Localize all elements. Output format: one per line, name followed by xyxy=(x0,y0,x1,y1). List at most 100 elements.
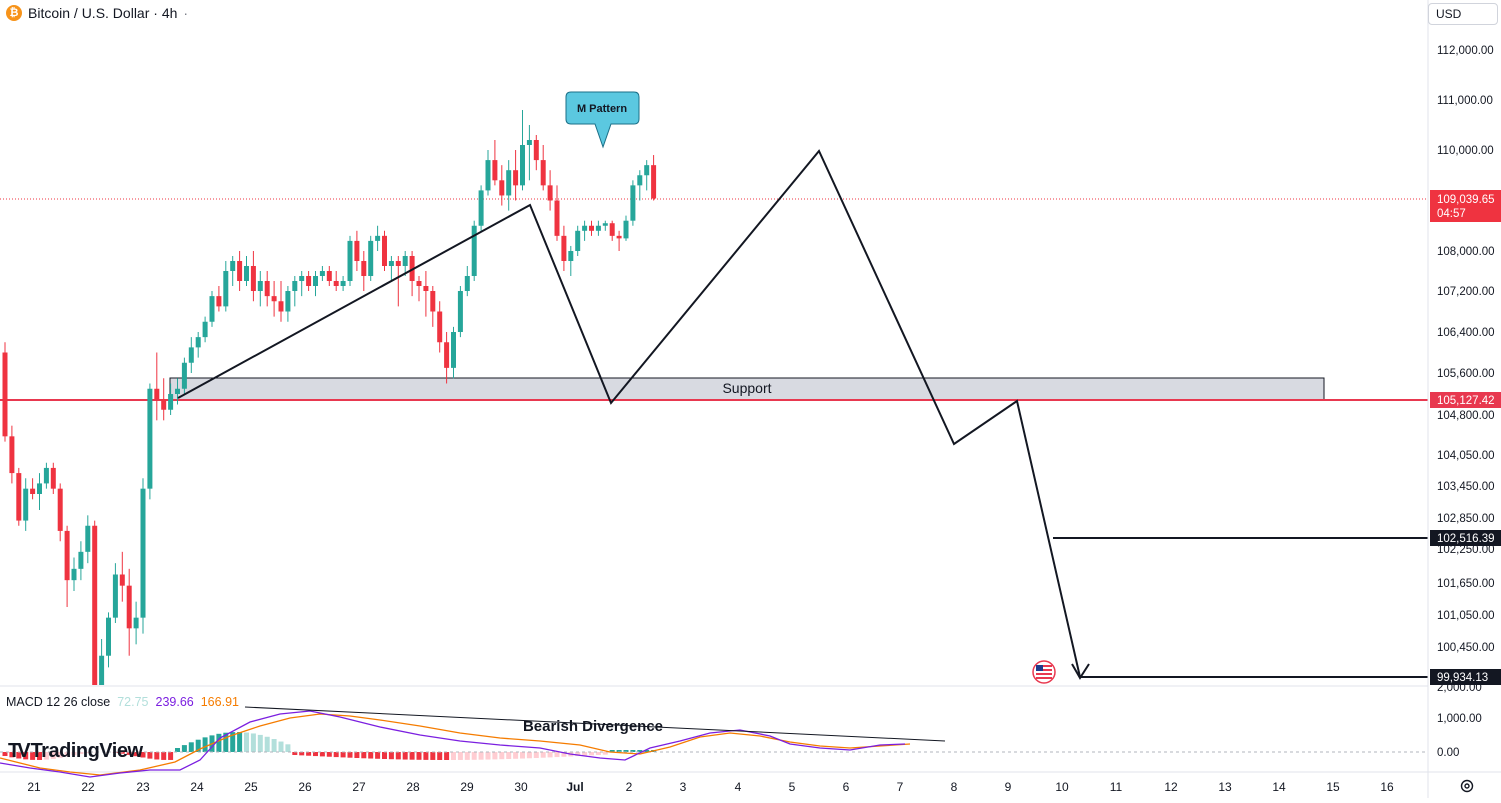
candle-body xyxy=(230,261,235,271)
time-axis-tick: 25 xyxy=(244,780,258,794)
time-axis-tick: 15 xyxy=(1326,780,1340,794)
price-axis-tick: 104,800.00 xyxy=(1437,410,1495,422)
price-axis-tick: 106,400.00 xyxy=(1437,327,1495,339)
macd-histogram-bar xyxy=(341,752,346,757)
macd-histogram-bar xyxy=(396,752,401,759)
macd-histogram-value: 72.75 xyxy=(117,695,148,709)
macd-histogram-bar xyxy=(541,752,546,758)
macd-histogram-bar xyxy=(285,744,290,752)
macd-histogram-bar xyxy=(520,752,525,759)
candle-body xyxy=(396,261,401,266)
time-axis-tick: 10 xyxy=(1055,780,1069,794)
candle-body xyxy=(617,236,622,239)
time-axis-tick: 24 xyxy=(190,780,204,794)
price-axis-tick: 110,000.00 xyxy=(1437,145,1494,157)
macd-histogram-bar xyxy=(154,752,159,759)
candle-body xyxy=(361,261,366,276)
candle-body xyxy=(292,281,297,291)
candle-body xyxy=(313,276,318,286)
candle-body xyxy=(120,575,125,586)
time-axis-tick: 28 xyxy=(406,780,420,794)
time-axis-tick: 12 xyxy=(1164,780,1178,794)
price-axis-tick: 104,050.00 xyxy=(1437,450,1495,462)
candle-body xyxy=(624,221,629,239)
candle-body xyxy=(265,281,270,296)
candle-body xyxy=(92,526,97,685)
macd-histogram-bar xyxy=(216,734,221,752)
candle-body xyxy=(210,296,215,322)
time-axis-tick: 5 xyxy=(789,780,796,794)
macd-histogram-bar xyxy=(175,748,180,752)
price-axis-tick: 105,600.00 xyxy=(1437,368,1495,380)
macd-histogram-bar xyxy=(458,752,463,760)
macd-signal-value: 166.91 xyxy=(201,695,239,709)
tradingview-logo[interactable]: TV TradingView xyxy=(8,740,143,763)
time-axis-tick: 4 xyxy=(735,780,742,794)
more-dots[interactable]: · xyxy=(183,5,188,21)
candle-body xyxy=(9,436,14,473)
macd-histogram-bar xyxy=(237,732,242,752)
macd-histogram-bar xyxy=(472,752,477,760)
time-axis-tick: 3 xyxy=(680,780,687,794)
candle-body xyxy=(106,618,111,656)
target-1-price-value: 102,516.39 xyxy=(1437,533,1495,545)
candle-body xyxy=(444,342,449,368)
candle-body xyxy=(603,223,608,226)
candle-body xyxy=(430,291,435,312)
macd-histogram-bar xyxy=(168,752,173,760)
symbol-header[interactable]: ₿ Bitcoin / U.S. Dollar · 4h · xyxy=(6,5,188,21)
candle-body xyxy=(299,276,304,281)
macd-histogram-bar xyxy=(382,752,387,759)
candle-body xyxy=(520,145,525,185)
candle-body xyxy=(561,236,566,261)
candle-body xyxy=(472,226,477,276)
symbol-title[interactable]: Bitcoin / U.S. Dollar · 4h xyxy=(28,5,177,21)
time-axis-tick: Jul xyxy=(566,780,583,794)
candle-body xyxy=(527,140,532,145)
macd-histogram-bar xyxy=(465,752,470,760)
time-axis-tick: 9 xyxy=(1005,780,1012,794)
macd-histogram-bar xyxy=(430,752,435,760)
us-flag-icon[interactable] xyxy=(1033,661,1055,683)
candle-body xyxy=(258,281,263,291)
macd-axis-tick-1000: 1,000.00 xyxy=(1437,713,1482,725)
macd-histogram-bar xyxy=(265,737,270,752)
macd-histogram-bar xyxy=(244,732,249,752)
candle-body xyxy=(568,251,573,261)
tradingview-logo-text: TradingView xyxy=(31,740,143,763)
candle-body xyxy=(555,201,560,236)
candle-body xyxy=(168,394,173,410)
price-axis-tick: 108,000.00 xyxy=(1437,246,1495,258)
candle-body xyxy=(23,489,28,521)
candle-body xyxy=(548,185,553,200)
candle-body xyxy=(375,236,380,241)
candle-body xyxy=(285,291,290,312)
macd-title: MACD 12 26 close xyxy=(6,695,110,709)
macd-histogram-bar xyxy=(437,752,442,760)
target-2-price-value: 99,934.13 xyxy=(1437,672,1488,684)
candle-body xyxy=(134,618,139,629)
time-axis-tick: 11 xyxy=(1110,780,1123,794)
candle-body xyxy=(596,226,601,231)
macd-histogram-bar xyxy=(389,752,394,759)
macd-histogram-bar xyxy=(334,752,339,757)
candle-body xyxy=(637,175,642,185)
time-axis-tick: 22 xyxy=(81,780,95,794)
candle-body xyxy=(644,165,649,175)
candle-body xyxy=(154,389,159,400)
candle-body xyxy=(451,332,456,368)
macd-histogram-bar xyxy=(320,752,325,756)
macd-legend[interactable]: MACD 12 26 close 72.75 239.66 166.91 xyxy=(6,695,239,709)
currency-selector[interactable]: USD xyxy=(1428,3,1498,25)
macd-histogram-bar xyxy=(506,752,511,759)
gear-icon[interactable] xyxy=(1459,778,1475,794)
time-axis-tick: 14 xyxy=(1272,780,1286,794)
candle-body xyxy=(161,399,166,410)
candle-body xyxy=(368,241,373,276)
candle-body xyxy=(244,266,249,281)
macd-histogram-bar xyxy=(527,752,532,758)
candle-body xyxy=(182,363,187,389)
candle-body xyxy=(458,291,463,332)
